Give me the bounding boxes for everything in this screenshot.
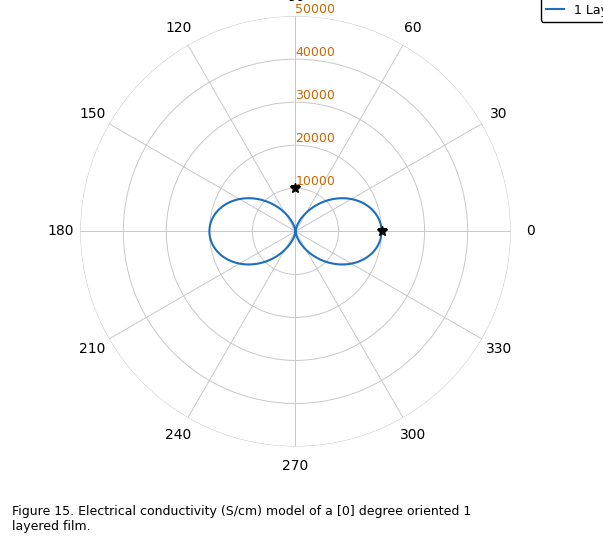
Text: Figure 15. Electrical conductivity (S/cm) model of a [0] degree oriented 1
layer: Figure 15. Electrical conductivity (S/cm… xyxy=(12,505,472,533)
Legend: 1 Layer Data, 1 Layer Model: 1 Layer Data, 1 Layer Model xyxy=(541,0,603,22)
